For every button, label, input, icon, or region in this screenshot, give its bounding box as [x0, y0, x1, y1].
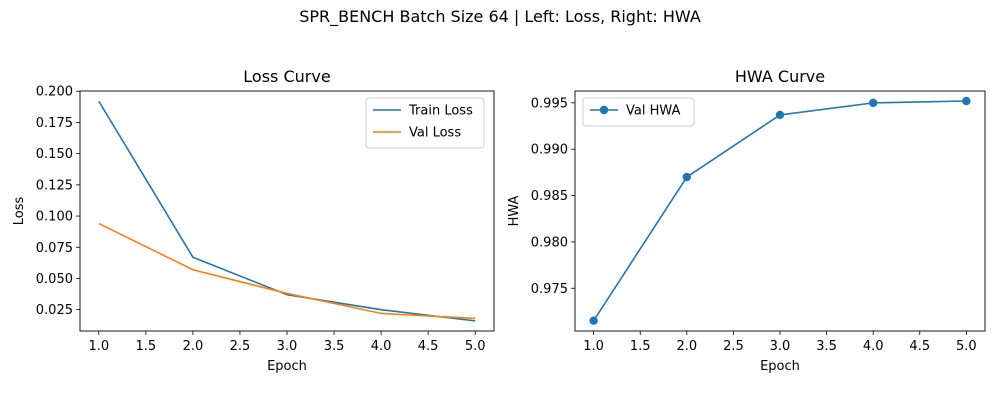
- legend-marker: [599, 105, 609, 115]
- data-point: [589, 316, 598, 325]
- y-tick-label: 0.025: [36, 303, 73, 318]
- legend-label: Val Loss: [409, 126, 461, 141]
- x-axis-label: Epoch: [760, 359, 800, 374]
- y-tick-label: 0.075: [36, 241, 73, 256]
- y-tick-label: 0.975: [531, 282, 568, 297]
- x-axis-label: Epoch: [267, 359, 307, 374]
- plot-title: HWA Curve: [735, 67, 825, 86]
- x-tick-label: 5.0: [465, 339, 486, 354]
- x-tick-label: 1.0: [583, 339, 604, 354]
- data-point: [682, 172, 692, 182]
- legend: Train Loss Val Loss: [365, 97, 485, 149]
- y-axis-label: Loss: [12, 197, 27, 226]
- series-line-train-loss: [98, 100, 476, 322]
- series-line-val-loss: [98, 222, 476, 320]
- x-tick-label: 4.5: [418, 339, 439, 354]
- x-tick-label: 4.0: [863, 339, 884, 354]
- data-point: [775, 110, 785, 120]
- x-tick-label: 1.5: [136, 339, 157, 354]
- x-tick-label: 5.0: [956, 339, 977, 354]
- x-tick-label: 2.5: [230, 339, 251, 354]
- x-tick-label: 4.5: [909, 339, 930, 354]
- x-tick-label: 3.5: [816, 339, 837, 354]
- y-tick-label: 0.980: [531, 235, 568, 250]
- plot-frame: [79, 90, 495, 332]
- y-tick-label: 0.995: [531, 96, 568, 111]
- y-tick-label: 0.125: [36, 178, 73, 193]
- chart-panels: Loss Curve 1.0 1.5 2.0 2.5 3.0 3.5 4.0 4.5 5.0 0.0…: [12, 67, 986, 374]
- x-tick-label: 2.0: [183, 339, 204, 354]
- y-tick-label: 0.050: [36, 272, 73, 287]
- legend-label: Val HWA: [626, 104, 681, 119]
- y-axis-label: HWA: [507, 195, 522, 226]
- legend: Val HWA: [582, 97, 695, 127]
- y-tick-label: 0.150: [36, 147, 73, 162]
- y-tick-label: 0.200: [36, 85, 73, 100]
- x-tick-label: 4.0: [371, 339, 392, 354]
- x-tick-label: 2.0: [676, 339, 697, 354]
- panel-loss: Loss Curve 1.0 1.5 2.0 2.5 3.0 3.5 4.0 4.5 5.0 0.0…: [12, 67, 495, 374]
- x-tick-label: 3.5: [324, 339, 345, 354]
- figure-suptitle: SPR_BENCH Batch Size 64 | Left: Loss, Ri…: [299, 7, 701, 27]
- x-tick-label: 1.0: [88, 339, 109, 354]
- y-tick-label: 0.990: [531, 143, 568, 158]
- x-tick-label: 3.0: [770, 339, 791, 354]
- plot-title: Loss Curve: [243, 67, 330, 86]
- x-tick-label: 2.5: [723, 339, 744, 354]
- y-tick-label: 0.175: [36, 116, 73, 131]
- plot-frame: [574, 90, 986, 332]
- data-point: [962, 96, 971, 106]
- y-tick-label: 0.985: [531, 189, 568, 204]
- panel-hwa: HWA Curve 1.0 1.5 2.0 2.5 3.0 3.5 4.0 4.5 5.0 0.97…: [507, 67, 986, 374]
- legend-box: [582, 97, 695, 127]
- data-point: [868, 98, 878, 108]
- y-tick-label: 0.100: [36, 210, 73, 225]
- x-tick-label: 1.5: [630, 339, 651, 354]
- x-tick-label: 3.0: [277, 339, 298, 354]
- legend-label: Train Loss: [408, 104, 473, 119]
